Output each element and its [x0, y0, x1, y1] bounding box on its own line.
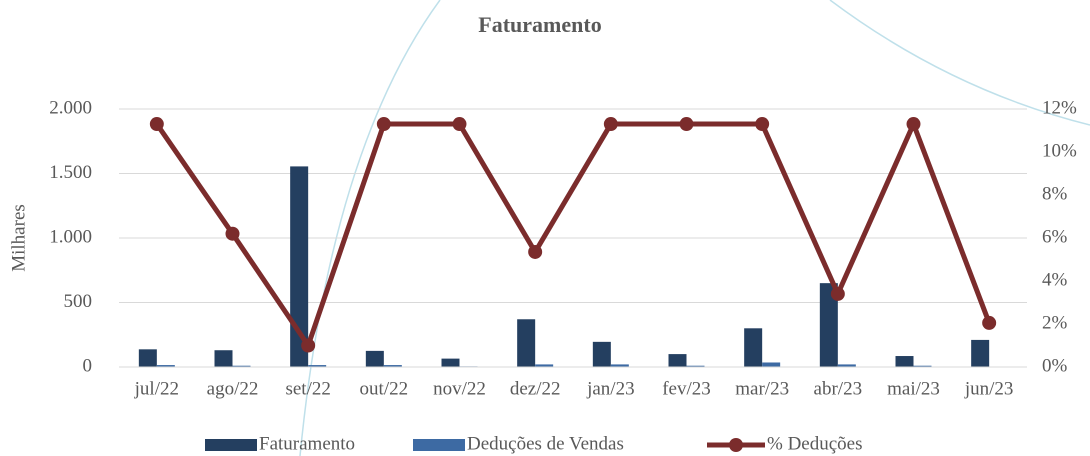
line-marker [755, 117, 770, 132]
x-tick-label: mar/23 [735, 378, 789, 399]
legend-swatch [413, 439, 465, 451]
x-tick-label: jul/22 [134, 378, 179, 399]
bar [535, 364, 554, 367]
x-tick-label: set/22 [285, 378, 330, 399]
legend-swatch [729, 438, 743, 452]
bar [895, 356, 914, 367]
bar [214, 350, 233, 367]
line-marker [149, 117, 164, 132]
bar [517, 319, 536, 367]
x-tick-label: out/22 [360, 378, 409, 399]
bar [232, 365, 251, 367]
y-tick-label: 1.000 [49, 226, 92, 247]
x-tick-label: fev/23 [662, 378, 711, 399]
x-tick-label: dez/22 [510, 378, 561, 399]
line-marker [452, 117, 467, 132]
legend-label: Deduções de Vendas [467, 433, 624, 454]
bar [308, 365, 327, 367]
bar [837, 364, 856, 367]
bar [156, 365, 175, 367]
line-marker [376, 117, 391, 132]
x-tick-label: jan/23 [586, 378, 635, 399]
line-marker [301, 338, 316, 353]
line-marker [982, 315, 997, 330]
y-tick-label: 0 [83, 355, 93, 376]
line-marker [679, 117, 694, 132]
y2-tick-label: 0% [1042, 355, 1068, 376]
line-marker [906, 117, 921, 132]
bar [762, 362, 781, 367]
legend-swatch [205, 439, 257, 451]
x-tick-label: jun/23 [964, 378, 1014, 399]
bar [668, 354, 687, 367]
y2-tick-label: 2% [1042, 312, 1068, 333]
y2-tick-label: 6% [1042, 226, 1068, 247]
legend-label: Faturamento [259, 433, 355, 454]
x-tick-label: nov/22 [433, 378, 486, 399]
y-axis-title: Milhares [8, 204, 29, 272]
chart-title: Faturamento [478, 12, 601, 37]
line [154, 117, 992, 352]
decor-arc [829, 0, 1090, 126]
y2-tick-label: 8% [1042, 183, 1068, 204]
x-tick-label: mai/23 [887, 378, 940, 399]
legend-label: % Deduções [767, 433, 863, 454]
y2-tick-label: 10% [1042, 140, 1077, 161]
bar [138, 349, 157, 367]
bar [686, 365, 705, 367]
bar [365, 350, 384, 367]
bar [913, 365, 932, 367]
bar [819, 283, 838, 367]
y2-tick-label: 12% [1042, 97, 1077, 118]
y-tick-label: 1.500 [49, 162, 92, 183]
bar [971, 339, 990, 367]
bar [383, 365, 402, 367]
line-marker [225, 226, 240, 241]
line-marker [528, 244, 543, 259]
bar [441, 358, 460, 367]
decor-arc [299, 0, 441, 456]
bar [744, 328, 763, 367]
y-tick-label: 500 [64, 291, 93, 312]
y2-tick-label: 4% [1042, 269, 1068, 290]
line-marker [603, 117, 618, 132]
x-tick-label: abr/23 [814, 378, 863, 399]
bar [592, 341, 611, 367]
bar [610, 364, 629, 367]
bar [290, 166, 309, 367]
x-tick-label: ago/22 [207, 378, 259, 399]
line-marker [830, 286, 845, 301]
y-tick-label: 2.000 [49, 97, 92, 118]
